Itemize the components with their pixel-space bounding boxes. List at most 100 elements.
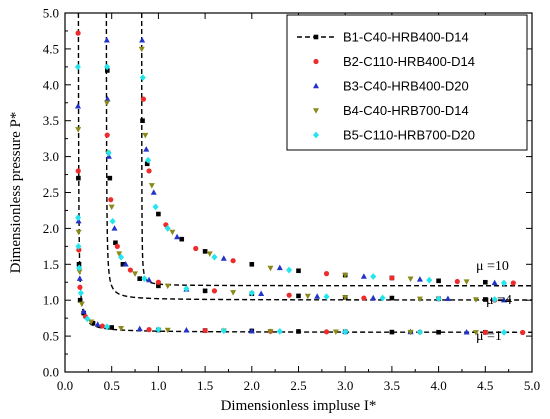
legend-marker [313,131,319,139]
plot-frame [64,12,533,373]
x-tick-label: 3.0 [337,378,353,393]
x-tick-label: 0.0 [57,378,73,393]
data-point [139,36,146,43]
data-point [77,284,83,290]
data-point [148,183,155,189]
x-tick-label: 1.0 [150,378,166,393]
y-tick-label: 0.5 [43,329,59,344]
curve-label: μ =4 [486,293,512,308]
data-point [127,267,133,273]
data-point [75,214,82,222]
data-point [84,315,91,323]
data-point [116,251,123,257]
y-tick-label: 3.5 [43,113,59,128]
x-tick-label: 4.5 [477,378,493,393]
legend-item: B3-C40-HRB400-D20 [313,79,469,94]
legend-item: B5-C110-HRB700-D20 [313,128,475,143]
x-tick-label: 5.0 [524,378,540,393]
legend-marker [313,34,319,40]
data-point [74,63,81,71]
data-point [435,295,442,303]
data-point [74,103,81,109]
data-point [76,175,81,181]
data-point [140,118,145,123]
data-point [122,261,129,267]
data-points [74,30,526,336]
y-tick-label: 2.5 [43,185,59,200]
x-tick-label: 2.0 [244,378,260,393]
legend-item: B1-C40-HRB400-D14 [297,30,469,45]
data-point [156,283,161,289]
data-point [111,225,118,231]
data-point [520,329,526,336]
data-point [304,293,311,300]
data-point [370,294,377,301]
legend-label: B2-C110-HRB400-D14 [343,54,475,69]
legend-box [286,14,528,151]
data-point [143,146,150,152]
data-point [169,229,176,236]
data-point [286,266,293,274]
legend-label: B3-C40-HRB400-D20 [343,79,469,94]
data-point [183,285,190,293]
legend-item: B4-C40-HRB700-D14 [313,103,469,118]
legend-marker [313,82,319,89]
data-point [230,258,236,264]
data-point [164,327,171,334]
data-point [76,269,83,275]
legend-label: B1-C40-HRB400-D14 [343,30,469,45]
x-tick-label: 0.5 [104,378,120,393]
data-point [193,245,199,252]
x-tick-label: 4.0 [430,378,446,393]
data-point [500,279,507,287]
data-point [407,276,414,282]
data-point [114,243,120,249]
curve-label: μ =1 [476,329,502,344]
data-point [75,168,81,174]
data-point [77,289,84,297]
data-point [416,296,423,303]
data-point [267,329,274,335]
data-point [152,203,159,211]
data-point [220,255,227,261]
y-tick-label: 4.5 [43,41,59,56]
data-point [491,296,498,303]
data-point [113,240,118,246]
x-tick-label: 2.5 [290,378,306,393]
legend-marker [313,108,319,114]
data-point [491,279,498,286]
data-point [99,323,105,329]
data-point [482,329,488,335]
y-tick-label: 1.5 [43,257,59,272]
data-point [463,279,470,285]
data-point [145,156,152,164]
data-point [370,273,377,280]
data-point [141,275,148,283]
data-point [132,271,139,277]
data-point [211,253,218,261]
data-point [104,63,111,71]
data-point [105,149,112,157]
data-point [416,328,423,336]
data-point [75,30,81,36]
data-point [139,74,146,82]
data-point [483,297,488,302]
data-point [88,319,95,326]
data-point [360,273,367,279]
data-point [183,327,190,333]
y-tick-label: 1.0 [43,293,59,308]
data-point [80,308,87,314]
data-point [75,127,82,133]
data-point [426,276,433,284]
data-point [150,189,157,195]
data-point [379,294,386,302]
data-point [296,329,301,334]
data-point [140,96,147,102]
legend-marker [313,58,319,65]
data-point [108,204,115,211]
data-point [483,279,488,285]
data-point [249,262,255,267]
data-point [103,100,110,107]
data-point [78,301,85,308]
